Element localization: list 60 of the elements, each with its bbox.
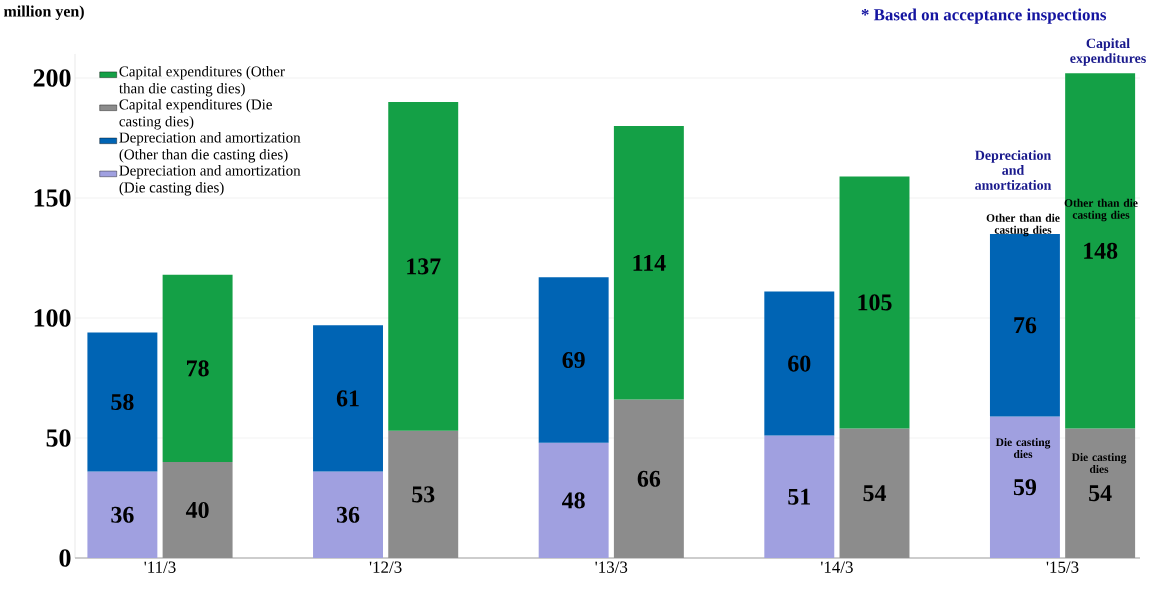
annotation: Die casting dies (1071, 452, 1127, 473)
legend-label: Capital expenditures (Other than die casting dies) (119, 65, 285, 97)
data-label: 36 (111, 506, 134, 523)
data-label: 66 (637, 470, 661, 487)
bar (388, 102, 459, 431)
data-label: 105 (858, 294, 892, 311)
y-tick-label: 200 (33, 69, 71, 87)
bar (388, 430, 459, 558)
x-tick-label: '11/3 (144, 561, 176, 573)
y-tick-label: 50 (46, 429, 71, 447)
data-label: 78 (187, 360, 209, 377)
data-label: 54 (863, 485, 887, 502)
bar (839, 176, 910, 429)
x-tick-label: '12/3 (369, 561, 402, 573)
data-label: 48 (562, 492, 585, 509)
x-tick-label: '15/3 (1046, 561, 1079, 573)
bar (313, 325, 383, 472)
data-label: 60 (788, 355, 811, 372)
data-label: 61 (336, 390, 359, 407)
data-label: 69 (562, 351, 585, 369)
y-axis-title: million yen) (3, 5, 84, 21)
annotation: Die casting dies (995, 437, 1051, 458)
bar (613, 126, 684, 400)
annotation: Depreciation and amortization (975, 150, 1052, 190)
bar (87, 332, 158, 472)
bar (989, 416, 1060, 558)
legend-label: Depreciation and amortization (Die casting dies) (119, 165, 301, 196)
data-label: 59 (1013, 479, 1037, 496)
bar (162, 274, 233, 462)
annotation: Capital expenditures (1070, 38, 1146, 66)
bar (313, 471, 383, 558)
data-label: 54 (1089, 485, 1112, 502)
y-tick-label: 0 (59, 549, 71, 567)
bar (538, 442, 609, 558)
annotation: Other than die casting dies (986, 213, 1060, 237)
y-tick-label: 100 (34, 309, 71, 327)
data-label: 58 (111, 393, 134, 411)
bar (613, 399, 684, 558)
data-label: 40 (185, 501, 209, 519)
legend-label: Capital expenditures (Die casting dies) (119, 99, 272, 130)
data-label: 114 (633, 254, 666, 271)
bar (87, 471, 158, 558)
bar (538, 277, 609, 443)
data-label: 36 (336, 506, 360, 523)
data-label: 51 (788, 488, 811, 505)
bar (764, 435, 835, 558)
bar (1065, 73, 1136, 429)
data-label: 53 (412, 486, 435, 503)
text: * Based on acceptance inspections (861, 8, 1107, 24)
data-label: 76 (1014, 317, 1037, 334)
data-label: 148 (1084, 242, 1118, 259)
data-label: 137 (407, 258, 441, 275)
bar (839, 428, 910, 558)
x-tick-label: '14/3 (821, 561, 853, 573)
bar (1065, 428, 1136, 558)
bar (764, 291, 835, 436)
y-tick-label: 150 (34, 189, 71, 207)
legend-label: Depreciation and amortization (Other than die casting dies) (119, 132, 301, 163)
bar (162, 462, 233, 558)
x-tick-label: '13/3 (595, 561, 628, 573)
